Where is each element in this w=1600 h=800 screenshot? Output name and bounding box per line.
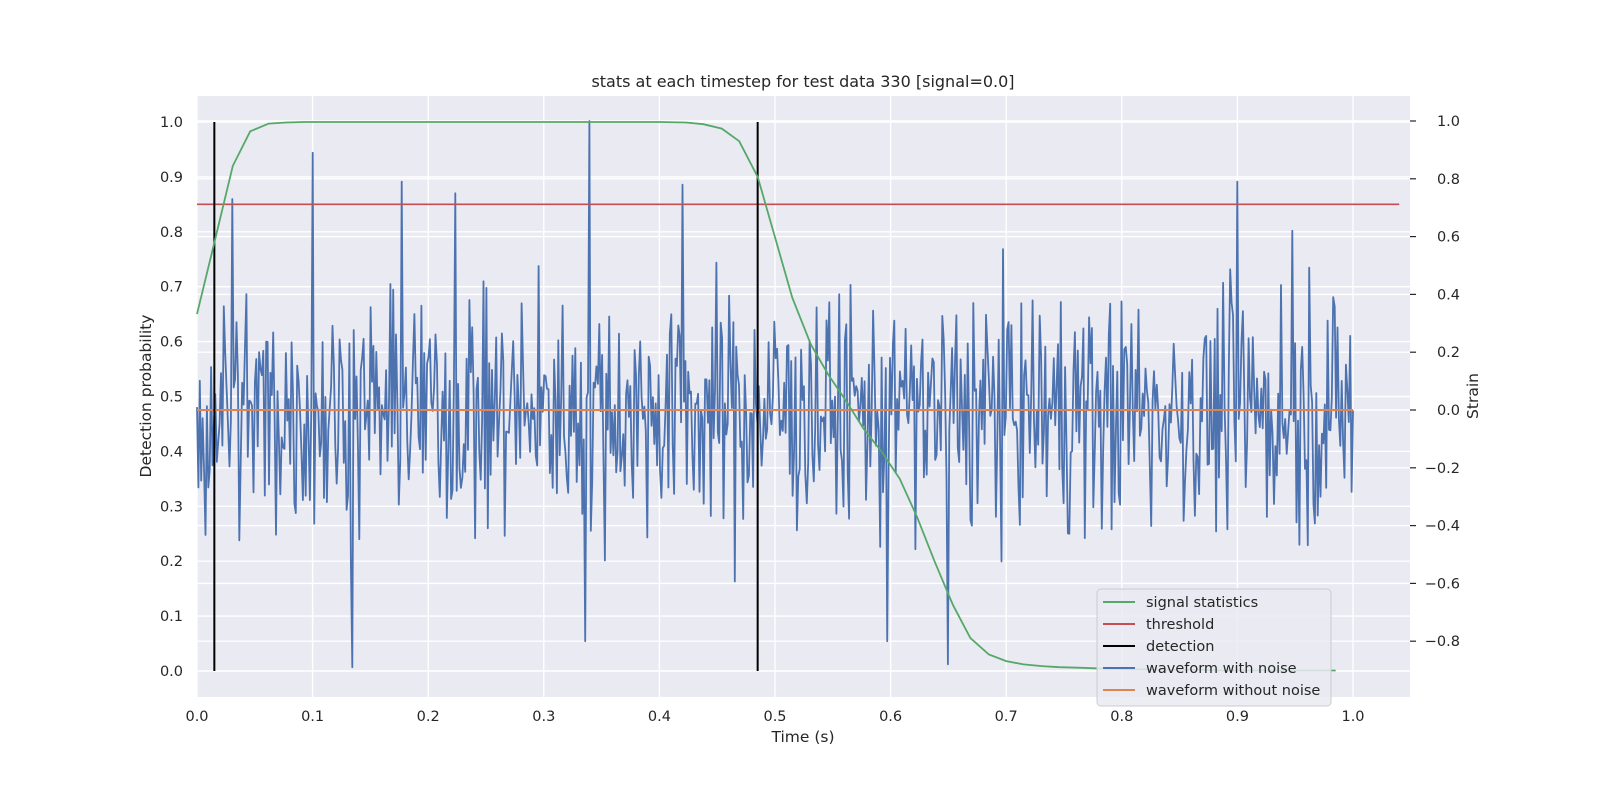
series-layer: [196, 120, 1400, 672]
legend-label: waveform with noise: [1146, 661, 1297, 677]
legend-label: waveform without noise: [1146, 683, 1320, 699]
y-right-tick-label: −0.2: [1425, 461, 1460, 477]
x-tick-label: 0.1: [301, 709, 324, 725]
y-tick-label: 0.5: [160, 390, 183, 406]
y-right-tick-label: 0.0: [1437, 403, 1460, 419]
y-axis-label: Detection probability: [137, 315, 155, 478]
x-axis-label: Time (s): [770, 728, 834, 746]
y-tick-label: 0.7: [160, 280, 183, 296]
y-right-tick-label: −0.8: [1425, 634, 1460, 650]
x-tick-label: 0.9: [1226, 709, 1249, 725]
y-tick-label: 0.4: [160, 444, 183, 460]
x-tick-label: 0.7: [995, 709, 1018, 725]
y-tick-label: 1.0: [160, 115, 183, 131]
y-axis-right-label: Strain: [1464, 373, 1482, 419]
y-right-tick-label: −0.6: [1425, 576, 1460, 592]
legend: signal statistics threshold detection wavef…: [1096, 588, 1332, 707]
legend-box: [1096, 588, 1332, 707]
y-right-tick-label: 0.6: [1437, 230, 1460, 246]
y-right-tick-label: −0.4: [1425, 519, 1460, 535]
y-tick-label: 0.8: [160, 225, 183, 241]
x-tick-label: 0.8: [1110, 709, 1133, 725]
y-tick-label: 0.9: [160, 170, 183, 186]
y-tick-label: 0.6: [160, 335, 183, 351]
legend-label: threshold: [1146, 617, 1214, 633]
right-axis: −0.8 −0.6 −0.4 −0.2 0.0 0.2 0.4 0.6 0.8 1.0: [1410, 114, 1460, 650]
series-waveform-with-noise: [196, 120, 1354, 669]
x-tick-label: 0.4: [648, 709, 671, 725]
x-tick-label: 0.0: [185, 709, 208, 725]
x-axis: 0.0 0.1 0.2 0.3 0.4 0.5 0.6 0.7 0.8 0.9 1.0: [185, 709, 1364, 725]
y-right-tick-label: 0.2: [1437, 345, 1460, 361]
y-right-tick-label: 0.4: [1437, 287, 1460, 303]
y-tick-label: 0.3: [160, 499, 183, 515]
y-tick-label: 0.2: [160, 554, 183, 570]
y-right-tick-label: 1.0: [1437, 114, 1460, 130]
grid: [196, 96, 1410, 697]
x-tick-label: 0.5: [763, 709, 786, 725]
chart-title: stats at each timestep for test data 330…: [591, 72, 1014, 91]
left-axis: 0.0 0.1 0.2 0.3 0.4 0.5 0.6 0.7 0.8 0.9 1.0: [160, 115, 183, 680]
x-tick-label: 1.0: [1341, 709, 1364, 725]
y-tick-label: 0.1: [160, 609, 183, 625]
y-right-tick-label: 0.8: [1437, 172, 1460, 188]
x-tick-label: 0.2: [417, 709, 440, 725]
x-tick-label: 0.3: [532, 709, 555, 725]
x-tick-label: 0.6: [879, 709, 902, 725]
y-tick-label: 0.0: [160, 664, 183, 680]
legend-label: signal statistics: [1146, 595, 1258, 611]
legend-label: detection: [1146, 639, 1214, 655]
